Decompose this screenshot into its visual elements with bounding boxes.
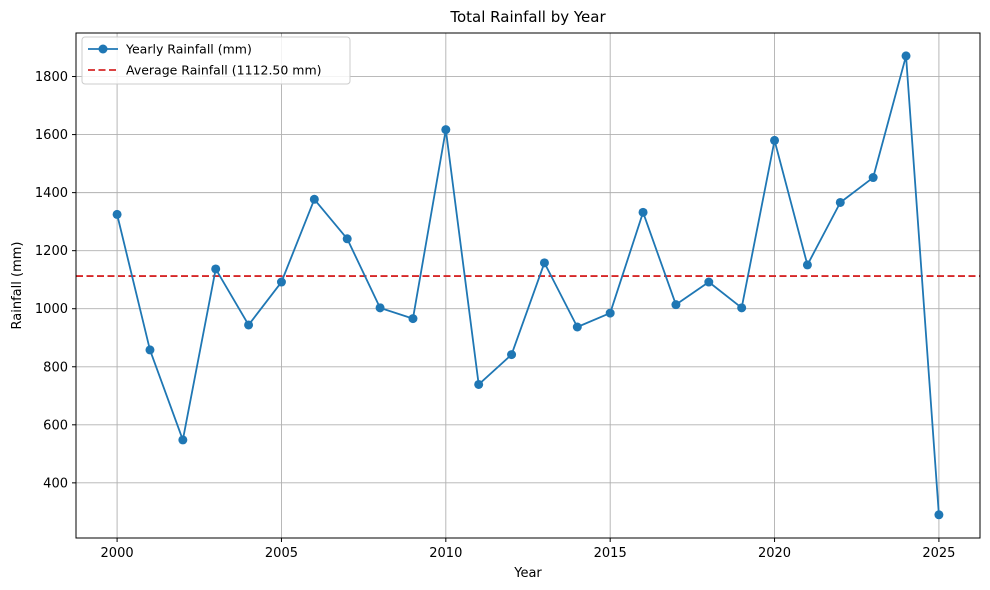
data-points	[112, 51, 944, 520]
data-point	[605, 308, 615, 318]
legend-series-label: Yearly Rainfall (mm)	[125, 42, 252, 57]
y-axis-label: Rainfall (mm)	[10, 242, 25, 330]
data-point	[342, 234, 352, 244]
x-tick-label: 2005	[265, 546, 298, 561]
plot-frame	[75, 32, 981, 539]
data-point	[441, 125, 451, 135]
data-point	[934, 510, 944, 520]
yearly-rainfall-line	[116, 55, 940, 515]
data-point	[276, 277, 286, 287]
data-point	[309, 194, 319, 204]
data-point	[211, 264, 221, 274]
data-point	[901, 51, 911, 61]
legend: Yearly Rainfall (mm) Average Rainfall (1…	[81, 36, 351, 85]
y-tick-label: 1400	[35, 186, 68, 201]
y-axis-ticks: 400 600 800 1000 1200 1400 1600 1800	[35, 70, 76, 491]
x-tick-label: 2020	[758, 546, 791, 561]
grid	[76, 33, 980, 538]
x-tick-label: 2015	[594, 546, 627, 561]
data-point	[835, 197, 845, 207]
legend-box	[81, 36, 351, 85]
data-point	[638, 207, 648, 217]
chart-title: Total Rainfall by Year	[449, 8, 606, 26]
data-point	[507, 350, 517, 360]
y-tick-label: 1200	[35, 244, 68, 259]
yearly-rainfall-series	[116, 55, 940, 515]
y-tick-label: 1000	[35, 302, 68, 317]
data-point	[737, 303, 747, 313]
data-point	[375, 303, 385, 313]
x-axis-label: Year	[513, 566, 542, 581]
legend-average-label: Average Rainfall (1112.50 mm)	[126, 63, 322, 78]
data-point	[572, 322, 582, 332]
data-point	[178, 435, 188, 445]
data-point	[704, 277, 714, 287]
data-point	[539, 258, 549, 268]
data-point	[474, 379, 484, 389]
y-tick-label: 1800	[35, 70, 68, 85]
y-tick-label: 400	[43, 476, 68, 491]
y-tick-label: 1600	[35, 128, 68, 143]
data-point	[868, 173, 878, 183]
data-point	[671, 300, 681, 310]
x-tick-label: 2025	[922, 546, 955, 561]
data-point	[112, 209, 122, 219]
x-tick-label: 2000	[101, 546, 134, 561]
x-axis-ticks: 2000 2005 2010 2015 2020 2025	[101, 538, 955, 561]
y-tick-label: 600	[43, 418, 68, 433]
data-point	[145, 345, 155, 355]
x-tick-label: 2010	[429, 546, 462, 561]
y-tick-label: 800	[43, 360, 68, 375]
data-point	[408, 314, 418, 324]
data-point	[802, 260, 812, 270]
legend-series-marker	[98, 44, 108, 54]
data-point	[244, 320, 254, 330]
data-point	[770, 135, 780, 145]
